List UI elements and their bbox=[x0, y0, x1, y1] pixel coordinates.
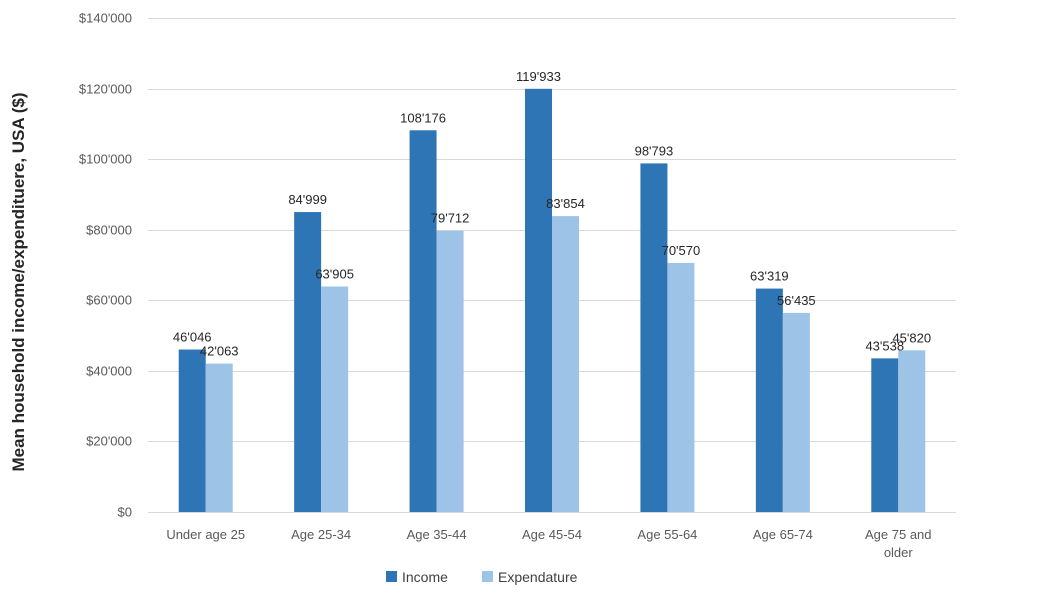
expendature-data-label: 79'712 bbox=[431, 211, 470, 226]
expendature-data-label: 70'570 bbox=[662, 243, 701, 258]
income-data-label: 119'933 bbox=[516, 69, 561, 84]
expendature-bar bbox=[321, 286, 349, 512]
x-category-label: Age 25-34 bbox=[291, 527, 351, 542]
income-data-label: 63'319 bbox=[750, 269, 789, 284]
legend-item-income: Income bbox=[386, 569, 448, 585]
income-bar bbox=[409, 130, 437, 512]
income-bar bbox=[294, 212, 322, 512]
income-bar bbox=[871, 358, 899, 512]
y-tick-label: $20'000 bbox=[86, 434, 132, 449]
expendature-data-label: 56'435 bbox=[777, 293, 816, 308]
y-tick-label: $0 bbox=[118, 505, 132, 520]
expendature-data-label: 63'905 bbox=[315, 267, 354, 282]
income-data-label: 43'538 bbox=[865, 338, 904, 353]
y-tick-label: $80'000 bbox=[86, 223, 132, 238]
x-category-label: Age 55-64 bbox=[637, 527, 697, 542]
x-category-label: Age 75 and bbox=[865, 527, 932, 542]
income-data-label: 84'999 bbox=[288, 192, 327, 207]
y-tick-label: $120'000 bbox=[79, 82, 132, 97]
expendature-bar bbox=[667, 262, 695, 512]
x-category-label: older bbox=[884, 545, 914, 560]
expendature-bar bbox=[782, 312, 810, 512]
income-bar bbox=[640, 163, 668, 512]
y-tick-label: $60'000 bbox=[86, 293, 132, 308]
x-category-label: Age 35-44 bbox=[407, 527, 467, 542]
income-data-label: 46'046 bbox=[173, 330, 212, 345]
expendature-bar bbox=[552, 216, 579, 512]
x-axis-categories: Under age 25 Age 25-34 Age 35-44 Age 45-54 A… bbox=[166, 527, 931, 560]
legend-label: Expendature bbox=[498, 569, 578, 585]
expendature-data-label: 83'854 bbox=[546, 196, 585, 211]
income-bar bbox=[755, 288, 783, 512]
expendature-bar bbox=[205, 363, 233, 512]
y-axis-ticks: $0 $20'000 $40'000 $60'000 $80'000 $100'000 $1… bbox=[79, 11, 132, 520]
bars bbox=[178, 88, 926, 512]
income-bar bbox=[178, 349, 206, 512]
y-tick-label: $100'000 bbox=[79, 152, 132, 167]
x-category-label: Age 65-74 bbox=[753, 527, 813, 542]
income-data-label: 108'176 bbox=[400, 110, 446, 125]
legend-item-expendature: Expendature bbox=[482, 569, 578, 585]
income-data-label: 98'793 bbox=[635, 143, 674, 158]
legend: Income Expendature bbox=[386, 569, 578, 585]
legend-swatch bbox=[386, 571, 397, 582]
expendature-bar bbox=[898, 350, 926, 512]
y-tick-label: $140'000 bbox=[79, 11, 132, 26]
y-tick-label: $40'000 bbox=[86, 364, 132, 379]
expendature-data-label: 45'820 bbox=[892, 330, 931, 345]
expendature-data-label: 42'063 bbox=[200, 344, 239, 359]
x-category-label: Under age 25 bbox=[166, 527, 245, 542]
legend-swatch bbox=[482, 571, 493, 582]
y-axis-label: Mean household income/expendituere, USA … bbox=[9, 92, 28, 471]
expendature-bar bbox=[436, 230, 464, 512]
income-bar bbox=[525, 88, 552, 512]
legend-label: Income bbox=[402, 569, 448, 585]
x-category-label: Age 45-54 bbox=[522, 527, 582, 542]
